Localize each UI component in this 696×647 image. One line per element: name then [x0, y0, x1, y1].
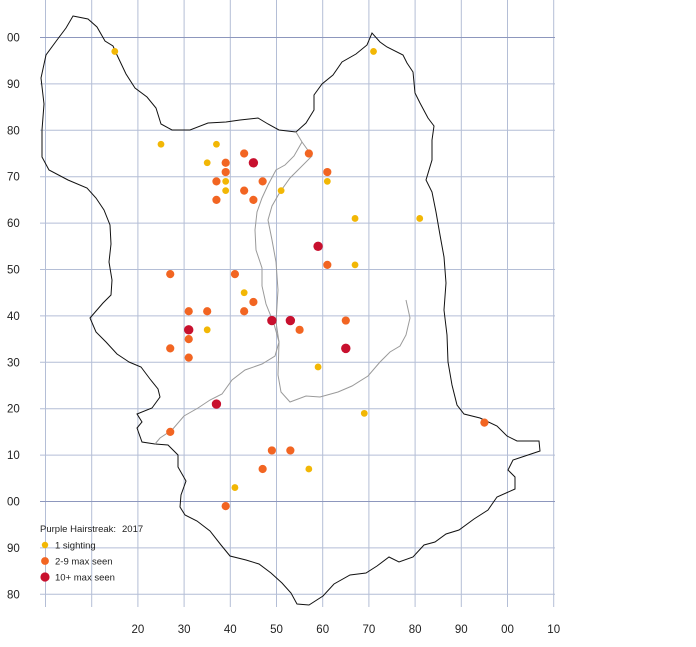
- sighting-dot-single: [277, 187, 285, 195]
- sighting-dot-2-9: [166, 427, 175, 436]
- sighting-dot-single: [351, 215, 359, 222]
- sighting-dot-single: [323, 177, 331, 185]
- sighting-dot-2-9: [240, 307, 249, 316]
- sighting-dot-single: [240, 289, 248, 297]
- sighting-dot-single: [314, 363, 322, 371]
- sighting-dot-2-9: [221, 502, 230, 511]
- northing-label: 90: [7, 79, 20, 91]
- sighting-dot-2-9: [166, 344, 175, 353]
- district-boundary-east: [267, 141, 411, 403]
- county-boundary: [40, 15, 541, 606]
- easting-label: 10: [547, 624, 560, 636]
- legend-dot: [41, 541, 49, 549]
- northing-label: 10: [7, 450, 20, 462]
- northing-label: 30: [7, 357, 20, 369]
- sighting-dot-2-9: [240, 186, 249, 195]
- easting-label: 30: [178, 624, 191, 636]
- sighting-dot-2-9: [212, 195, 221, 204]
- sighting-dot-2-9: [295, 325, 304, 334]
- northing-label: 00: [7, 497, 20, 509]
- sighting-dot-10plus: [248, 158, 259, 168]
- northing-label: 50: [7, 265, 20, 277]
- sighting-dot-single: [360, 409, 368, 417]
- sighting-dot-single: [222, 177, 230, 185]
- sighting-dot-10plus: [184, 325, 194, 335]
- legend-entries: 1 sighting 2-9 max seen 10+ max seen: [40, 541, 115, 584]
- legend-label: 1 sighting: [55, 541, 96, 552]
- sighting-dot-2-9: [230, 270, 240, 279]
- sighting-dot-2-9: [304, 149, 313, 158]
- northing-label: 20: [7, 404, 20, 416]
- grid-labels: 20 30 40 50 60 70 80 90 00 10 00 90 80 70 60 50 40 30 20 10…: [7, 33, 560, 637]
- easting-label: 20: [132, 624, 145, 636]
- sighting-dot-single: [203, 326, 211, 334]
- sighting-dot-2-9: [258, 177, 267, 186]
- easting-label: 70: [363, 624, 376, 636]
- easting-label: 90: [455, 624, 468, 636]
- sighting-dot-2-9: [240, 149, 249, 158]
- northing-label: 80: [7, 125, 20, 137]
- sighting-dot-2-9: [249, 195, 258, 204]
- northing-label: 90: [7, 543, 20, 555]
- sighting-dot-2-9: [212, 177, 221, 186]
- sighting-dot-single: [305, 465, 313, 473]
- easting-label: 50: [270, 624, 283, 636]
- sighting-dot-2-9: [267, 446, 276, 455]
- sighting-dot-2-9: [341, 316, 350, 325]
- sighting-dot-single: [416, 215, 424, 222]
- district-boundaries: [154, 131, 411, 445]
- sighting-dots: [111, 48, 489, 511]
- sighting-dot-single: [111, 48, 119, 55]
- sighting-dot-2-9: [203, 307, 212, 316]
- legend-dot: [40, 572, 50, 582]
- legend-species: Purple Hairstreak:: [40, 524, 116, 535]
- county-outline: [40, 15, 541, 606]
- easting-label: 00: [501, 624, 514, 636]
- sighting-dot-single: [203, 159, 211, 167]
- sighting-dot-10plus: [341, 343, 351, 354]
- sighting-dot-2-9: [166, 270, 175, 279]
- sighting-dot-2-9: [323, 260, 332, 269]
- district-boundary-west: [154, 131, 303, 445]
- sighting-dot-2-9: [221, 167, 230, 177]
- sighting-dot-10plus: [313, 241, 323, 251]
- sighting-dot-2-9: [184, 307, 193, 316]
- sighting-dot-2-9: [258, 464, 267, 474]
- sighting-dot-10plus: [211, 399, 222, 409]
- sighting-dot-single: [370, 48, 377, 55]
- sighting-dot-2-9: [184, 353, 193, 362]
- northing-label: 60: [7, 218, 20, 230]
- legend-label: 10+ max seen: [55, 573, 115, 584]
- easting-label: 40: [224, 624, 237, 636]
- sighting-dot-10plus: [285, 315, 296, 326]
- sighting-dot-2-9: [221, 158, 230, 167]
- sighting-dot-single: [222, 187, 230, 195]
- legend-label: 2-9 max seen: [55, 557, 113, 568]
- northing-label: 80: [7, 589, 20, 601]
- sighting-dot-2-9: [184, 335, 193, 344]
- sighting-dot-2-9: [286, 446, 295, 455]
- sighting-dot-10plus: [267, 315, 277, 326]
- sighting-dot-2-9: [323, 167, 332, 177]
- easting-label: 60: [316, 624, 329, 636]
- legend-dot: [41, 557, 49, 565]
- sighting-dot-single: [351, 261, 359, 269]
- sighting-dot-2-9: [480, 418, 489, 427]
- northing-label: 70: [7, 172, 20, 184]
- northing-label: 00: [7, 33, 20, 45]
- sighting-dot-2-9: [249, 297, 258, 307]
- legend-year: 2017: [122, 524, 143, 535]
- easting-label: 80: [409, 624, 422, 636]
- sighting-dot-single: [157, 140, 165, 148]
- grid-lines: [40, 0, 555, 607]
- northing-label: 40: [7, 311, 20, 323]
- sighting-dot-single: [213, 140, 220, 148]
- legend: Purple Hairstreak: 2017 1 sighting 2-9 ma…: [40, 524, 143, 584]
- sighting-dot-single: [231, 484, 239, 491]
